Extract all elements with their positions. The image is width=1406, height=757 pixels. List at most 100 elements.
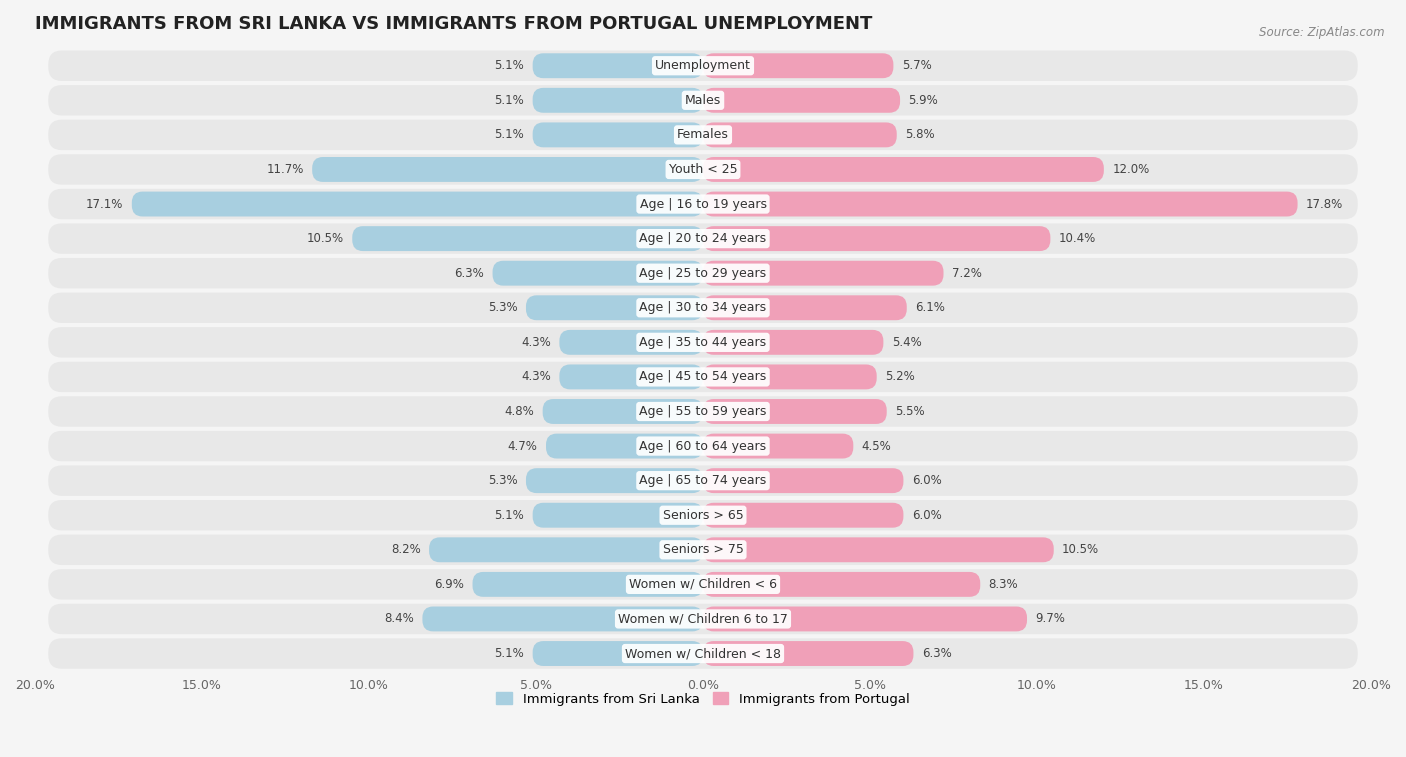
Text: Women w/ Children < 6: Women w/ Children < 6 xyxy=(628,578,778,591)
FancyBboxPatch shape xyxy=(533,641,703,666)
Legend: Immigrants from Sri Lanka, Immigrants from Portugal: Immigrants from Sri Lanka, Immigrants fr… xyxy=(491,687,915,711)
Text: Women w/ Children 6 to 17: Women w/ Children 6 to 17 xyxy=(619,612,787,625)
FancyBboxPatch shape xyxy=(353,226,703,251)
Text: Source: ZipAtlas.com: Source: ZipAtlas.com xyxy=(1260,26,1385,39)
Text: Age | 65 to 74 years: Age | 65 to 74 years xyxy=(640,474,766,488)
FancyBboxPatch shape xyxy=(703,641,914,666)
Text: 5.2%: 5.2% xyxy=(884,370,915,383)
Text: Age | 55 to 59 years: Age | 55 to 59 years xyxy=(640,405,766,418)
FancyBboxPatch shape xyxy=(48,292,1358,323)
FancyBboxPatch shape xyxy=(703,606,1026,631)
Text: Age | 16 to 19 years: Age | 16 to 19 years xyxy=(640,198,766,210)
Text: 5.3%: 5.3% xyxy=(488,301,517,314)
Text: 8.4%: 8.4% xyxy=(384,612,413,625)
Text: 11.7%: 11.7% xyxy=(267,163,304,176)
FancyBboxPatch shape xyxy=(48,327,1358,357)
FancyBboxPatch shape xyxy=(703,503,904,528)
Text: Age | 35 to 44 years: Age | 35 to 44 years xyxy=(640,336,766,349)
Text: 5.1%: 5.1% xyxy=(495,59,524,72)
FancyBboxPatch shape xyxy=(543,399,703,424)
Text: 17.1%: 17.1% xyxy=(86,198,124,210)
Text: 4.8%: 4.8% xyxy=(505,405,534,418)
Text: 8.2%: 8.2% xyxy=(391,544,420,556)
FancyBboxPatch shape xyxy=(703,537,1053,562)
FancyBboxPatch shape xyxy=(48,466,1358,496)
FancyBboxPatch shape xyxy=(703,226,1050,251)
Text: IMMIGRANTS FROM SRI LANKA VS IMMIGRANTS FROM PORTUGAL UNEMPLOYMENT: IMMIGRANTS FROM SRI LANKA VS IMMIGRANTS … xyxy=(35,15,872,33)
Text: 5.1%: 5.1% xyxy=(495,509,524,522)
FancyBboxPatch shape xyxy=(48,569,1358,600)
Text: 6.0%: 6.0% xyxy=(911,474,942,488)
FancyBboxPatch shape xyxy=(48,51,1358,81)
FancyBboxPatch shape xyxy=(526,295,703,320)
Text: 5.7%: 5.7% xyxy=(901,59,932,72)
Text: Age | 20 to 24 years: Age | 20 to 24 years xyxy=(640,232,766,245)
Text: Age | 60 to 64 years: Age | 60 to 64 years xyxy=(640,440,766,453)
FancyBboxPatch shape xyxy=(560,364,703,389)
FancyBboxPatch shape xyxy=(533,53,703,78)
Text: 17.8%: 17.8% xyxy=(1306,198,1343,210)
Text: Women w/ Children < 18: Women w/ Children < 18 xyxy=(626,647,780,660)
Text: Males: Males xyxy=(685,94,721,107)
Text: 5.9%: 5.9% xyxy=(908,94,938,107)
FancyBboxPatch shape xyxy=(48,500,1358,531)
Text: Age | 30 to 34 years: Age | 30 to 34 years xyxy=(640,301,766,314)
FancyBboxPatch shape xyxy=(48,604,1358,634)
FancyBboxPatch shape xyxy=(703,88,900,113)
Text: 6.3%: 6.3% xyxy=(922,647,952,660)
FancyBboxPatch shape xyxy=(48,638,1358,668)
Text: 12.0%: 12.0% xyxy=(1112,163,1150,176)
Text: 5.4%: 5.4% xyxy=(891,336,921,349)
Text: Youth < 25: Youth < 25 xyxy=(669,163,737,176)
Text: Seniors > 75: Seniors > 75 xyxy=(662,544,744,556)
Text: 5.1%: 5.1% xyxy=(495,94,524,107)
FancyBboxPatch shape xyxy=(48,120,1358,150)
FancyBboxPatch shape xyxy=(703,123,897,148)
Text: Females: Females xyxy=(678,129,728,142)
FancyBboxPatch shape xyxy=(533,88,703,113)
FancyBboxPatch shape xyxy=(703,364,877,389)
Text: 10.5%: 10.5% xyxy=(1062,544,1099,556)
Text: 7.2%: 7.2% xyxy=(952,266,981,279)
Text: 6.0%: 6.0% xyxy=(911,509,942,522)
FancyBboxPatch shape xyxy=(312,157,703,182)
Text: 5.1%: 5.1% xyxy=(495,647,524,660)
FancyBboxPatch shape xyxy=(703,399,887,424)
FancyBboxPatch shape xyxy=(703,192,1298,217)
Text: 10.5%: 10.5% xyxy=(307,232,344,245)
FancyBboxPatch shape xyxy=(429,537,703,562)
FancyBboxPatch shape xyxy=(48,188,1358,220)
Text: 4.3%: 4.3% xyxy=(522,370,551,383)
FancyBboxPatch shape xyxy=(48,154,1358,185)
Text: 9.7%: 9.7% xyxy=(1035,612,1066,625)
Text: Unemployment: Unemployment xyxy=(655,59,751,72)
FancyBboxPatch shape xyxy=(48,431,1358,461)
Text: Seniors > 65: Seniors > 65 xyxy=(662,509,744,522)
FancyBboxPatch shape xyxy=(132,192,703,217)
Text: 5.1%: 5.1% xyxy=(495,129,524,142)
FancyBboxPatch shape xyxy=(48,534,1358,565)
FancyBboxPatch shape xyxy=(703,468,904,493)
FancyBboxPatch shape xyxy=(526,468,703,493)
FancyBboxPatch shape xyxy=(533,503,703,528)
FancyBboxPatch shape xyxy=(703,330,883,355)
Text: 10.4%: 10.4% xyxy=(1059,232,1097,245)
FancyBboxPatch shape xyxy=(703,572,980,597)
FancyBboxPatch shape xyxy=(48,223,1358,254)
FancyBboxPatch shape xyxy=(533,123,703,148)
FancyBboxPatch shape xyxy=(492,260,703,285)
FancyBboxPatch shape xyxy=(48,85,1358,116)
FancyBboxPatch shape xyxy=(48,258,1358,288)
FancyBboxPatch shape xyxy=(472,572,703,597)
Text: 4.5%: 4.5% xyxy=(862,440,891,453)
Text: Age | 45 to 54 years: Age | 45 to 54 years xyxy=(640,370,766,383)
Text: 5.3%: 5.3% xyxy=(488,474,517,488)
Text: 6.1%: 6.1% xyxy=(915,301,945,314)
Text: 6.3%: 6.3% xyxy=(454,266,484,279)
Text: 8.3%: 8.3% xyxy=(988,578,1018,591)
FancyBboxPatch shape xyxy=(703,157,1104,182)
FancyBboxPatch shape xyxy=(560,330,703,355)
FancyBboxPatch shape xyxy=(703,260,943,285)
Text: 4.3%: 4.3% xyxy=(522,336,551,349)
FancyBboxPatch shape xyxy=(703,295,907,320)
